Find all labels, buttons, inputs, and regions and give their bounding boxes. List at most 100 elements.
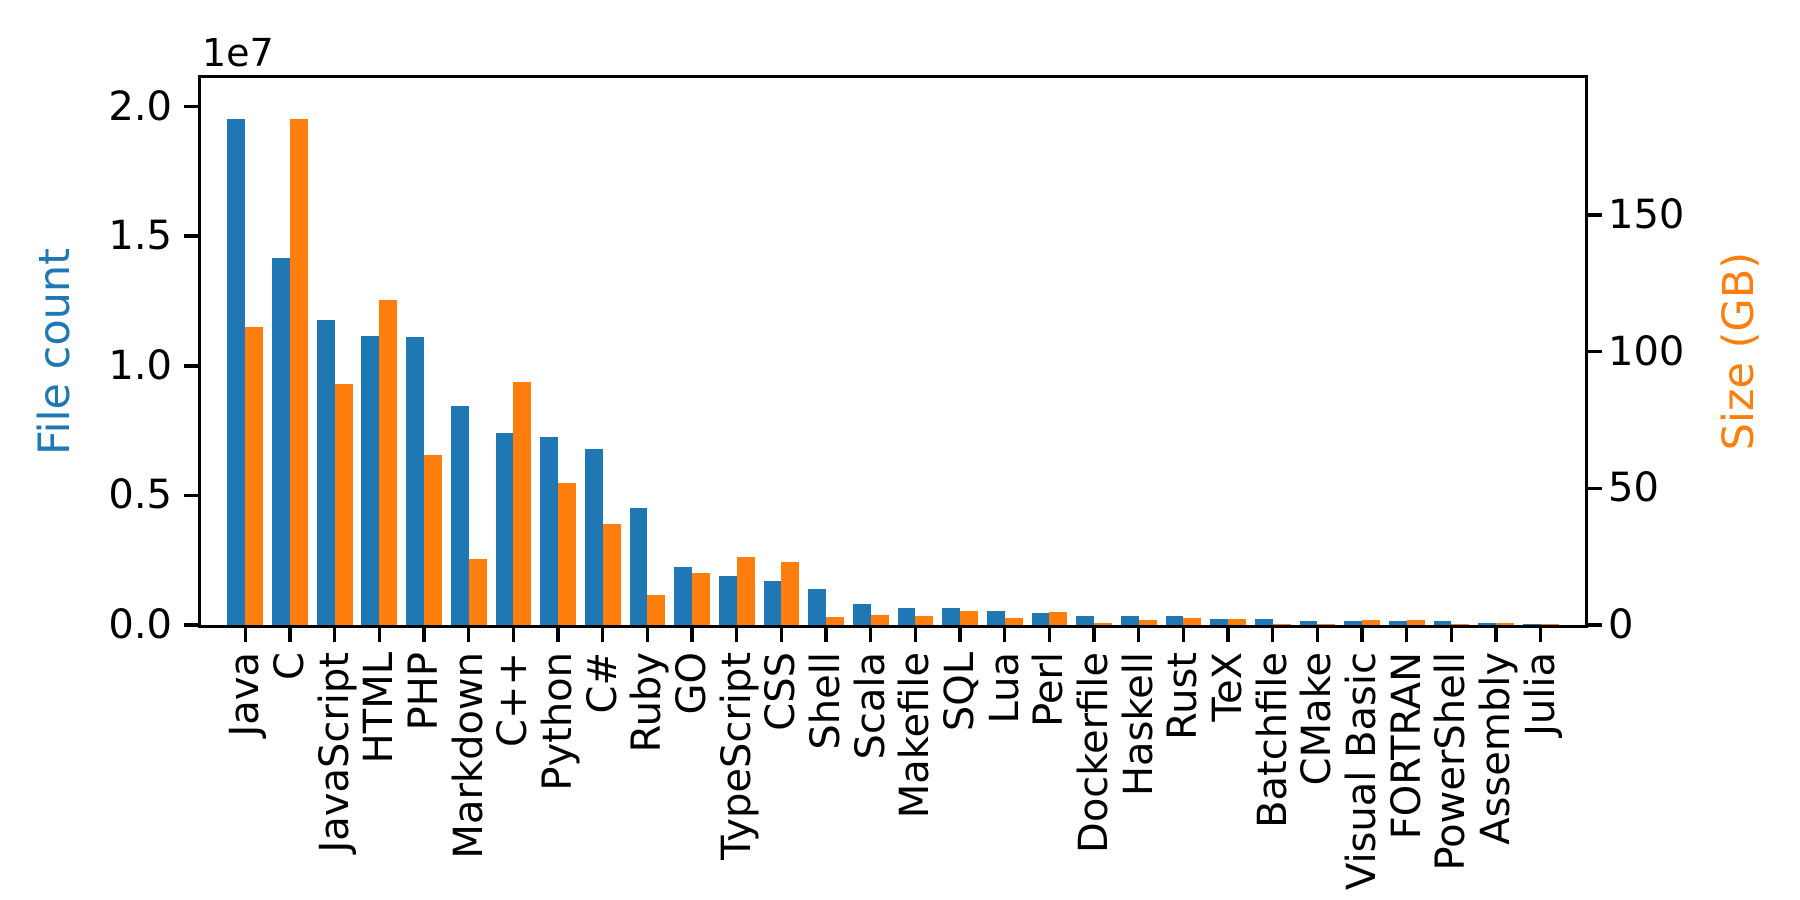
bar-group-typescript [714, 78, 759, 625]
x-tick-label: Perl [1026, 652, 1073, 727]
x-tick-label: FORTRAN [1383, 652, 1430, 840]
size-gb-bar [647, 594, 666, 625]
right-y-tick [1588, 623, 1602, 627]
right-axis-title-wrap: Size (GB) [1714, 75, 1764, 628]
x-tick [377, 628, 382, 642]
x-tick [1181, 628, 1186, 642]
left-y-tick [184, 364, 198, 368]
x-tick [913, 628, 918, 642]
x-tick [645, 628, 650, 642]
x-tick [1002, 628, 1007, 642]
x-tick [690, 628, 694, 642]
right-y-tick [1588, 349, 1602, 354]
x-tick-label: C [267, 652, 313, 680]
x-tick-label: SQL [937, 652, 983, 732]
file-count-bar [450, 405, 469, 625]
x-tick-label: Ruby [624, 652, 671, 753]
file-count-bar [406, 337, 425, 625]
file-count-bar [1522, 624, 1541, 625]
x-tick-label: CSS [758, 652, 805, 731]
right-y-tick-label: 50 [1608, 465, 1659, 512]
x-tick [868, 628, 873, 642]
size-gb-bar [1049, 612, 1068, 625]
x-tick [466, 628, 471, 642]
right-axis-title: Size (GB) [1714, 252, 1764, 451]
x-tick [958, 628, 962, 642]
x-tick-label: CMake [1294, 652, 1341, 786]
bar-group-makefile [893, 78, 938, 625]
bar-group-scala [848, 78, 893, 625]
x-tick-label: Lua [981, 652, 1028, 724]
bar-group-cmake [1295, 78, 1340, 625]
file-count-bar [1433, 621, 1452, 625]
bar-group-html [357, 78, 402, 625]
bar-group-fortran [1384, 78, 1429, 625]
x-tick-label: HTML [356, 652, 403, 764]
file-count-bar [718, 575, 737, 625]
bar-group-powershell [1429, 78, 1474, 625]
bar-group-perl [1027, 78, 1072, 625]
file-count-bar [942, 608, 961, 625]
size-gb-bar [468, 559, 487, 625]
size-gb-bar [826, 616, 844, 625]
bar-group-haskell [1116, 78, 1161, 625]
x-tick [1404, 628, 1409, 642]
x-tick-label: Shell [803, 652, 849, 750]
file-count-bar [1210, 618, 1229, 625]
size-gb-bar [379, 299, 398, 625]
bar-group-rust [1161, 78, 1206, 625]
bars-container [201, 78, 1585, 625]
x-tick-label: Visual Basic [1339, 652, 1385, 891]
left-y-tick-label: 1.5 [108, 213, 172, 260]
x-tick-label: Assembly [1473, 652, 1519, 845]
file-count-bar [540, 437, 559, 625]
size-gb-bar [692, 573, 710, 625]
right-y-tick-label: 0 [1608, 602, 1634, 648]
x-tick [1360, 628, 1364, 642]
bar-group-lua [982, 78, 1027, 625]
file-count-bar [852, 604, 871, 625]
y-axis-offset-text: 1e7 [202, 31, 274, 75]
file-count-bar [808, 588, 827, 625]
x-tick [1449, 628, 1454, 642]
x-tick [779, 628, 784, 642]
file-count-bar [1254, 618, 1273, 625]
size-gb-bar [1094, 623, 1112, 625]
x-tick-label: TypeScript [713, 652, 760, 860]
x-tick-label: PowerShell [1428, 652, 1475, 871]
size-gb-bar [602, 523, 621, 625]
right-y-tick [1588, 486, 1602, 490]
bar-group-ruby [625, 78, 670, 625]
file-count-bar [1299, 620, 1318, 625]
left-y-tick [184, 234, 198, 238]
size-gb-bar [1183, 618, 1202, 625]
file-count-bar [272, 258, 290, 625]
file-count-bar [361, 335, 380, 625]
left-y-tick-label: 2.0 [108, 83, 172, 130]
size-gb-bar [558, 482, 576, 625]
x-tick-label: PHP [401, 652, 447, 731]
size-gb-bar [245, 326, 264, 625]
size-gb-bar [870, 615, 889, 625]
bar-group-markdown [446, 78, 491, 625]
left-y-tick-label: 1.0 [108, 342, 172, 389]
left-y-tick-label: 0.5 [108, 472, 172, 519]
file-count-bar [584, 448, 603, 625]
x-tick [422, 628, 426, 642]
x-tick [1538, 628, 1543, 642]
file-count-bar [1031, 613, 1050, 625]
left-y-tick [184, 623, 198, 627]
right-y-tick [1588, 213, 1602, 217]
bar-group-go [670, 78, 715, 625]
bar-group-c- [491, 78, 536, 625]
file-count-bar [1344, 620, 1363, 625]
x-tick-label: Java [222, 652, 269, 737]
right-y-tick-label: 150 [1608, 191, 1685, 238]
file-count-bar [897, 608, 916, 625]
x-tick [243, 628, 248, 642]
right-y-tick-label: 100 [1608, 328, 1685, 375]
plot-area [198, 75, 1588, 628]
x-tick-label: TeX [1205, 652, 1251, 722]
size-gb-bar [1004, 618, 1023, 625]
